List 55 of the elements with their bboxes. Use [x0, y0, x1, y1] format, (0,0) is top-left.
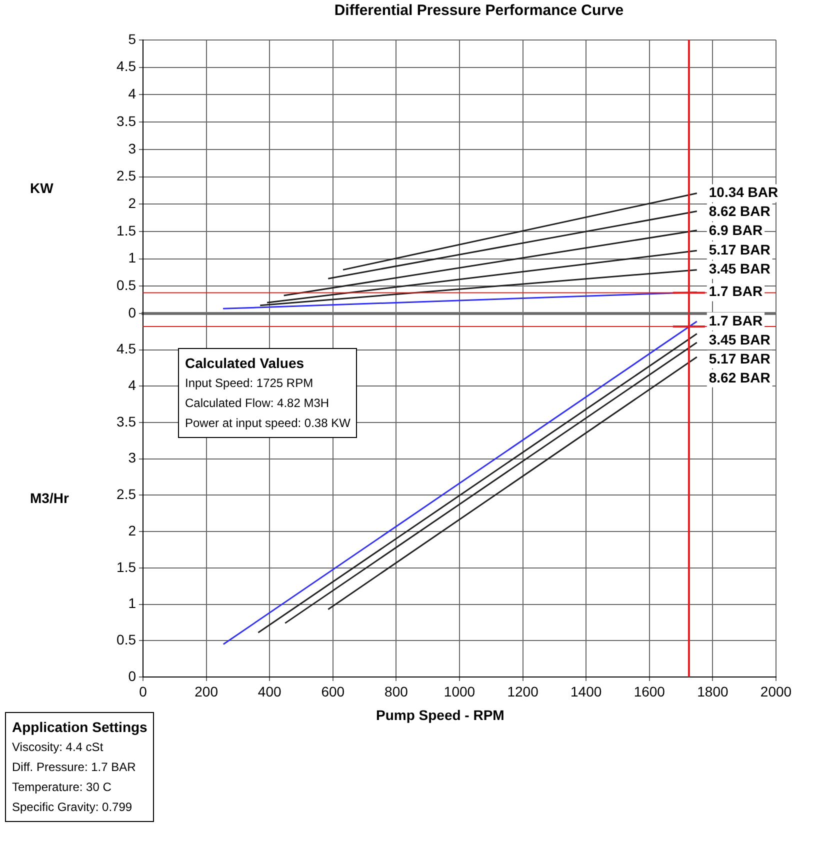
x-tick-label: 200: [194, 683, 218, 700]
x-axis-title: Pump Speed - RPM: [376, 707, 504, 723]
series-label: 5.17 BAR: [708, 242, 770, 258]
series-label: 1.7 BAR: [708, 283, 763, 300]
x-tick-label: 600: [321, 683, 345, 700]
x-tick-label: 1200: [507, 683, 539, 700]
x-tick-label: 1000: [444, 683, 476, 700]
series-label: 6.9 BAR: [708, 222, 763, 238]
annotation: Input Speed: 1725 RPM: [185, 375, 314, 392]
text: Viscosity: 4.4 cSt: [12, 739, 104, 756]
y-tick-label: 5: [128, 30, 136, 47]
text: Application Settings: [12, 718, 148, 737]
y-tick-label: 1.5: [116, 558, 136, 575]
y-tick-label: 3: [128, 450, 136, 466]
series-label: 5.17 BAR: [708, 350, 770, 366]
annotation: Calculated Values: [185, 354, 306, 373]
text: Temperature: 30 C: [12, 779, 112, 796]
x-tick-label: 0: [139, 683, 148, 700]
annotation: Calculated Flow: 4.82 M3H: [185, 395, 330, 412]
series-label: 1.7 BAR: [708, 312, 763, 328]
y-tick-label: 3: [128, 140, 136, 156]
series-label: 3.45 BAR: [708, 260, 770, 277]
y-tick-label: 4: [128, 376, 136, 393]
y-tick-label: 4: [128, 86, 136, 102]
x-tick-label: 400: [258, 683, 282, 700]
annotation: Power at input speed: 0.38 KW: [185, 415, 350, 432]
y-tick-label: 2.5: [116, 486, 136, 502]
series-label: 10.34 BAR: [708, 184, 778, 200]
y-tick-label: 0: [128, 668, 136, 684]
y-tick-label: 4.5: [116, 58, 136, 74]
y-tick-label: 2.5: [116, 168, 136, 184]
x-tick-label: 2000: [760, 683, 792, 700]
y-tick-label: 1: [128, 250, 136, 266]
y-tick-label: 3.5: [116, 413, 136, 430]
text: Specific Gravity: 0.799: [12, 799, 134, 816]
text: Diff. Pressure: 1.7 BAR: [12, 759, 137, 776]
y-tick-label: 2: [128, 195, 136, 212]
x-tick-label: 1800: [697, 683, 728, 700]
y-tick-label: 1.5: [116, 222, 136, 238]
y-tick-label: 0.5: [116, 277, 136, 294]
y-tick-label: 0.5: [116, 632, 136, 648]
series-label: 8.62 BAR: [708, 369, 770, 386]
x-tick-label: 1600: [634, 683, 666, 700]
y-tick-label: 4.5: [116, 340, 136, 357]
x-tick-label: 800: [384, 683, 408, 700]
y-axis-title: KW: [30, 180, 54, 196]
y-tick-label: 1: [128, 595, 136, 612]
series-label: 3.45 BAR: [708, 331, 770, 348]
y-tick-label: 0: [128, 304, 136, 320]
y-tick-label: 3.5: [116, 112, 136, 129]
series-label: 8.62 BAR: [708, 203, 770, 220]
y-tick-label: 2: [128, 522, 136, 538]
chart-title: Differential Pressure Performance Curve: [333, 2, 625, 19]
x-tick-label: 1400: [570, 683, 602, 700]
y-axis-title: M3/Hr: [30, 490, 69, 506]
